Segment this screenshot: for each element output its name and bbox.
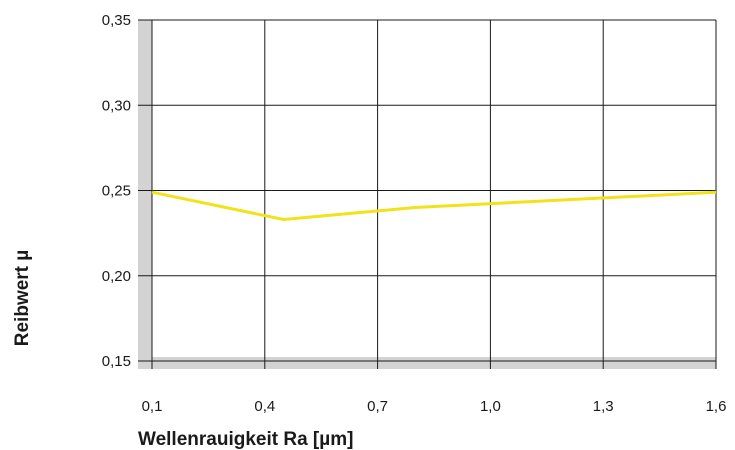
x-axis-band [138,357,716,369]
y-tick-label: 0,35 [102,12,131,29]
x-tick-label: 0,4 [254,398,275,415]
x-axis-title: Wellenrauigkeit Ra [µm] [138,429,353,450]
series-line-0 [151,190,717,221]
x-tick-label: 1,0 [480,398,501,415]
grid [138,19,717,369]
y-tick-label: 0,30 [102,97,131,114]
y-tick-labels: 0,15 0,20 0,25 0,30 0,35 [102,12,131,370]
y-tick-label: 0,15 [102,353,131,370]
y-tick-label: 0,25 [102,183,131,200]
series-layer [151,190,717,221]
y-axis-title: Reibwert µ [12,250,33,346]
y-axis-band [138,20,152,363]
x-tick-label: 1,6 [706,398,727,415]
x-tick-labels: 0,1 0,4 0,7 1,0 1,3 1,6 [142,398,727,415]
x-tick-label: 0,1 [142,398,163,415]
x-tick-label: 1,3 [593,398,614,415]
x-tick-label: 0,7 [367,398,388,415]
y-tick-label: 0,20 [102,268,131,285]
axis-bands [138,20,716,369]
